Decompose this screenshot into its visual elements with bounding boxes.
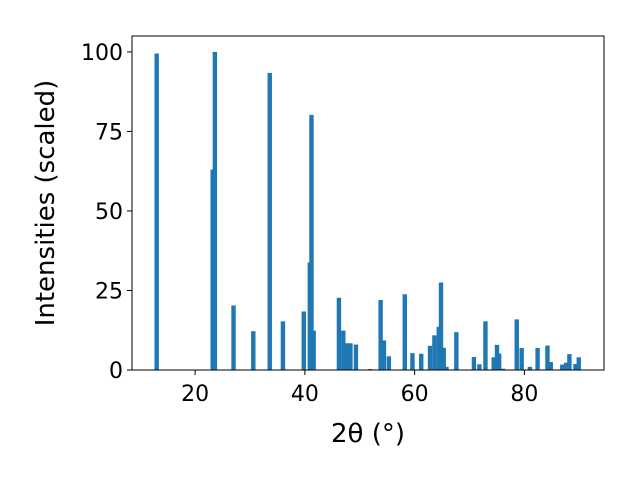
bar <box>353 344 359 370</box>
bar <box>301 311 306 370</box>
bar <box>545 345 550 370</box>
bar <box>212 51 218 371</box>
x-axis-ticks: 20 40 60 80 <box>181 370 538 407</box>
plot-frame <box>131 35 605 371</box>
bar <box>154 53 159 370</box>
bar <box>381 340 387 370</box>
bar <box>560 364 565 370</box>
x-tick-label: 20 <box>181 382 209 407</box>
x-tick-label: 80 <box>510 382 538 407</box>
bar <box>563 362 569 370</box>
x-axis-label: 2θ (°) <box>331 419 405 449</box>
bar <box>402 294 407 370</box>
bar <box>251 331 256 370</box>
y-tick-label: 100 <box>81 41 123 66</box>
bar <box>496 353 502 370</box>
y-tick-label: 0 <box>109 359 123 384</box>
bar <box>471 356 477 370</box>
bar <box>311 330 316 370</box>
y-axis-ticks: 0 25 50 75 100 <box>81 41 132 384</box>
bar <box>573 363 578 370</box>
bar <box>519 348 524 370</box>
y-tick-label: 75 <box>95 120 123 145</box>
bar <box>345 343 350 370</box>
bar <box>576 357 581 370</box>
bar <box>454 332 459 370</box>
bar-series <box>154 51 581 371</box>
bar <box>500 368 506 370</box>
y-tick-label: 25 <box>95 279 123 304</box>
bar <box>427 345 433 370</box>
bar <box>567 354 572 370</box>
y-axis-label: Intensities (scaled) <box>31 80 61 327</box>
bar <box>514 319 519 370</box>
bar <box>378 300 383 370</box>
bar <box>386 356 392 370</box>
bar <box>280 321 286 370</box>
bar <box>336 297 342 370</box>
bar <box>444 366 449 370</box>
bar <box>231 305 236 370</box>
bar <box>436 326 441 370</box>
bar <box>309 114 314 370</box>
bar <box>477 364 482 370</box>
bar <box>535 348 540 370</box>
bar <box>441 347 446 370</box>
bar <box>432 335 437 370</box>
bar <box>548 362 553 370</box>
bar <box>419 353 424 370</box>
bar <box>267 72 272 371</box>
bar <box>210 169 215 370</box>
x-tick-label: 60 <box>401 382 429 407</box>
bar <box>341 330 346 370</box>
bar <box>348 343 353 370</box>
bar <box>491 357 496 370</box>
bar <box>494 344 500 370</box>
bar <box>410 353 415 370</box>
bar <box>438 282 444 370</box>
x-tick-label: 40 <box>291 382 319 407</box>
bar <box>483 321 488 370</box>
y-tick-label: 50 <box>95 200 123 225</box>
bar <box>527 366 533 370</box>
